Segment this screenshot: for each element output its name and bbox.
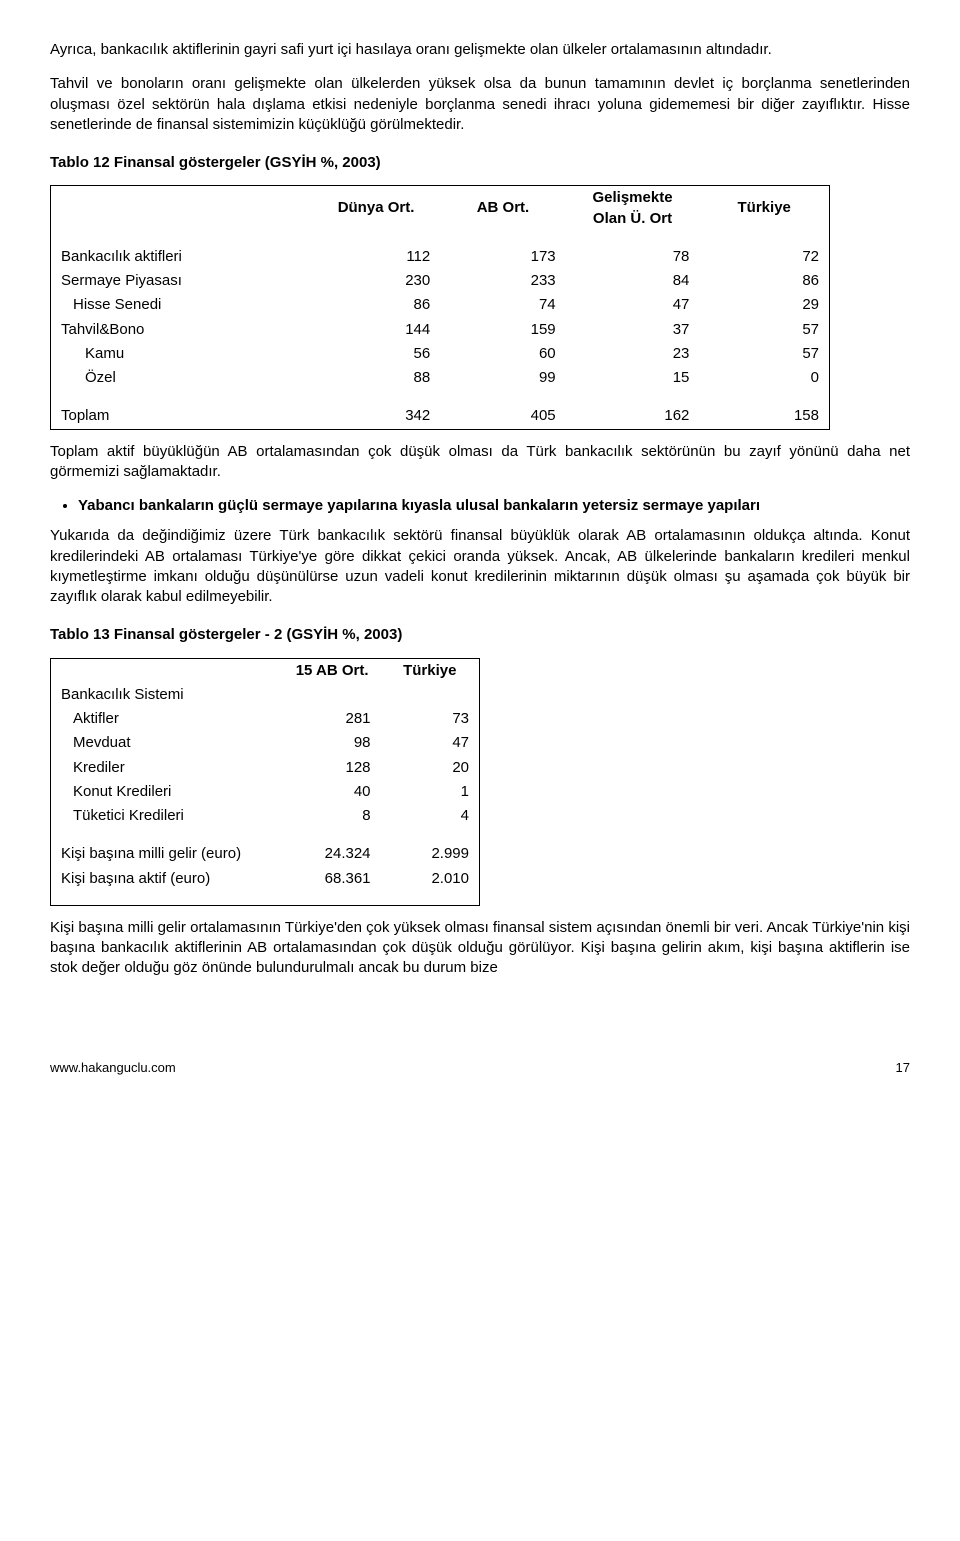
cell: 159 [440, 318, 565, 342]
bullet-item-1: Yabancı bankaların güçlü sermaye yapılar… [78, 496, 910, 516]
table1-h4: Türkiye [699, 186, 829, 231]
cell: 8 [284, 804, 381, 828]
paragraph-5: Kişi başına milli gelir ortalamasının Tü… [50, 918, 910, 979]
table1-title: Tablo 12 Finansal göstergeler (GSYİH %, … [50, 153, 910, 173]
cell: 281 [284, 707, 381, 731]
page-footer: www.hakanguclu.com 17 [50, 1059, 910, 1077]
cell: 24.324 [284, 842, 381, 866]
cell: 233 [440, 269, 565, 293]
row-label: Sermaye Piyasası [51, 269, 312, 293]
table-row: Aktifler 281 73 [51, 707, 480, 731]
row-label: Krediler [51, 756, 284, 780]
cell: 0 [699, 366, 829, 390]
cell: 84 [566, 269, 700, 293]
cell: 73 [381, 707, 480, 731]
paragraph-4: Yukarıda da değindiğimiz üzere Türk bank… [50, 526, 910, 607]
cell: 29 [699, 293, 829, 317]
table1-header-row: Dünya Ort. AB Ort. Gelişmekte Olan Ü. Or… [51, 186, 830, 231]
cell: 86 [699, 269, 829, 293]
table-row: Bankacılık aktifleri 112 173 78 72 [51, 245, 830, 269]
row-label: Tüketici Kredileri [51, 804, 284, 828]
table2-header-row: 15 AB Ort. Türkiye [51, 658, 480, 683]
table-row: Kişi başına aktif (euro) 68.361 2.010 [51, 867, 480, 891]
cell: 112 [312, 245, 440, 269]
cell: 4 [381, 804, 480, 828]
cell: 405 [440, 404, 565, 429]
footer-url: www.hakanguclu.com [50, 1059, 176, 1077]
cell: 60 [440, 342, 565, 366]
paragraph-1: Ayrıca, bankacılık aktiflerinin gayri sa… [50, 40, 910, 60]
table-row: Krediler 128 20 [51, 756, 480, 780]
cell: 1 [381, 780, 480, 804]
cell: 23 [566, 342, 700, 366]
table-row: Hisse Senedi 86 74 47 29 [51, 293, 830, 317]
table-row: Tüketici Kredileri 8 4 [51, 804, 480, 828]
row-label: Tahvil&Bono [51, 318, 312, 342]
table1-h1: Dünya Ort. [312, 186, 440, 231]
cell: 342 [312, 404, 440, 429]
row-label: Kişi başına aktif (euro) [51, 867, 284, 891]
cell: 173 [440, 245, 565, 269]
paragraph-3: Toplam aktif büyüklüğün AB ortalamasında… [50, 442, 910, 483]
table-row: Mevduat 98 47 [51, 731, 480, 755]
table1-h2: AB Ort. [440, 186, 565, 231]
row-label: Konut Kredileri [51, 780, 284, 804]
table2-h2: Türkiye [381, 658, 480, 683]
section-label: Bankacılık Sistemi [51, 683, 284, 707]
cell: 99 [440, 366, 565, 390]
table1-h3: Gelişmekte Olan Ü. Ort [566, 186, 700, 231]
cell: 57 [699, 318, 829, 342]
cell: 56 [312, 342, 440, 366]
cell: 144 [312, 318, 440, 342]
table1-total-row: Toplam 342 405 162 158 [51, 404, 830, 429]
row-label: Kişi başına milli gelir (euro) [51, 842, 284, 866]
row-label: Hisse Senedi [51, 293, 312, 317]
cell: 158 [699, 404, 829, 429]
cell: 47 [381, 731, 480, 755]
paragraph-2: Tahvil ve bonoların oranı gelişmekte ola… [50, 74, 910, 135]
bullet-list: Yabancı bankaların güçlü sermaye yapılar… [78, 496, 910, 516]
table-row: Konut Kredileri 40 1 [51, 780, 480, 804]
cell: 2.999 [381, 842, 480, 866]
cell: 86 [312, 293, 440, 317]
table-row: Özel 88 99 15 0 [51, 366, 830, 390]
row-label: Aktifler [51, 707, 284, 731]
total-label: Toplam [51, 404, 312, 429]
cell: 128 [284, 756, 381, 780]
cell: 74 [440, 293, 565, 317]
cell: 78 [566, 245, 700, 269]
cell: 72 [699, 245, 829, 269]
document-page: Ayrıca, bankacılık aktiflerinin gayri sa… [0, 0, 960, 1106]
table-2: 15 AB Ort. Türkiye Bankacılık Sistemi Ak… [50, 658, 480, 906]
cell: 230 [312, 269, 440, 293]
table-row: Kişi başına milli gelir (euro) 24.324 2.… [51, 842, 480, 866]
table2-title: Tablo 13 Finansal göstergeler - 2 (GSYİH… [50, 625, 910, 645]
cell: 98 [284, 731, 381, 755]
cell: 47 [566, 293, 700, 317]
cell: 20 [381, 756, 480, 780]
table-1: Dünya Ort. AB Ort. Gelişmekte Olan Ü. Or… [50, 185, 830, 429]
table-row: Sermaye Piyasası 230 233 84 86 [51, 269, 830, 293]
table2-h1: 15 AB Ort. [284, 658, 381, 683]
row-label: Kamu [51, 342, 312, 366]
row-label: Bankacılık aktifleri [51, 245, 312, 269]
table2-section-row: Bankacılık Sistemi [51, 683, 480, 707]
cell: 37 [566, 318, 700, 342]
cell: 40 [284, 780, 381, 804]
table-row: Kamu 56 60 23 57 [51, 342, 830, 366]
cell: 162 [566, 404, 700, 429]
cell: 2.010 [381, 867, 480, 891]
cell: 15 [566, 366, 700, 390]
row-label: Özel [51, 366, 312, 390]
table-row: Tahvil&Bono 144 159 37 57 [51, 318, 830, 342]
cell: 88 [312, 366, 440, 390]
row-label: Mevduat [51, 731, 284, 755]
footer-page-number: 17 [896, 1059, 910, 1077]
cell: 57 [699, 342, 829, 366]
cell: 68.361 [284, 867, 381, 891]
